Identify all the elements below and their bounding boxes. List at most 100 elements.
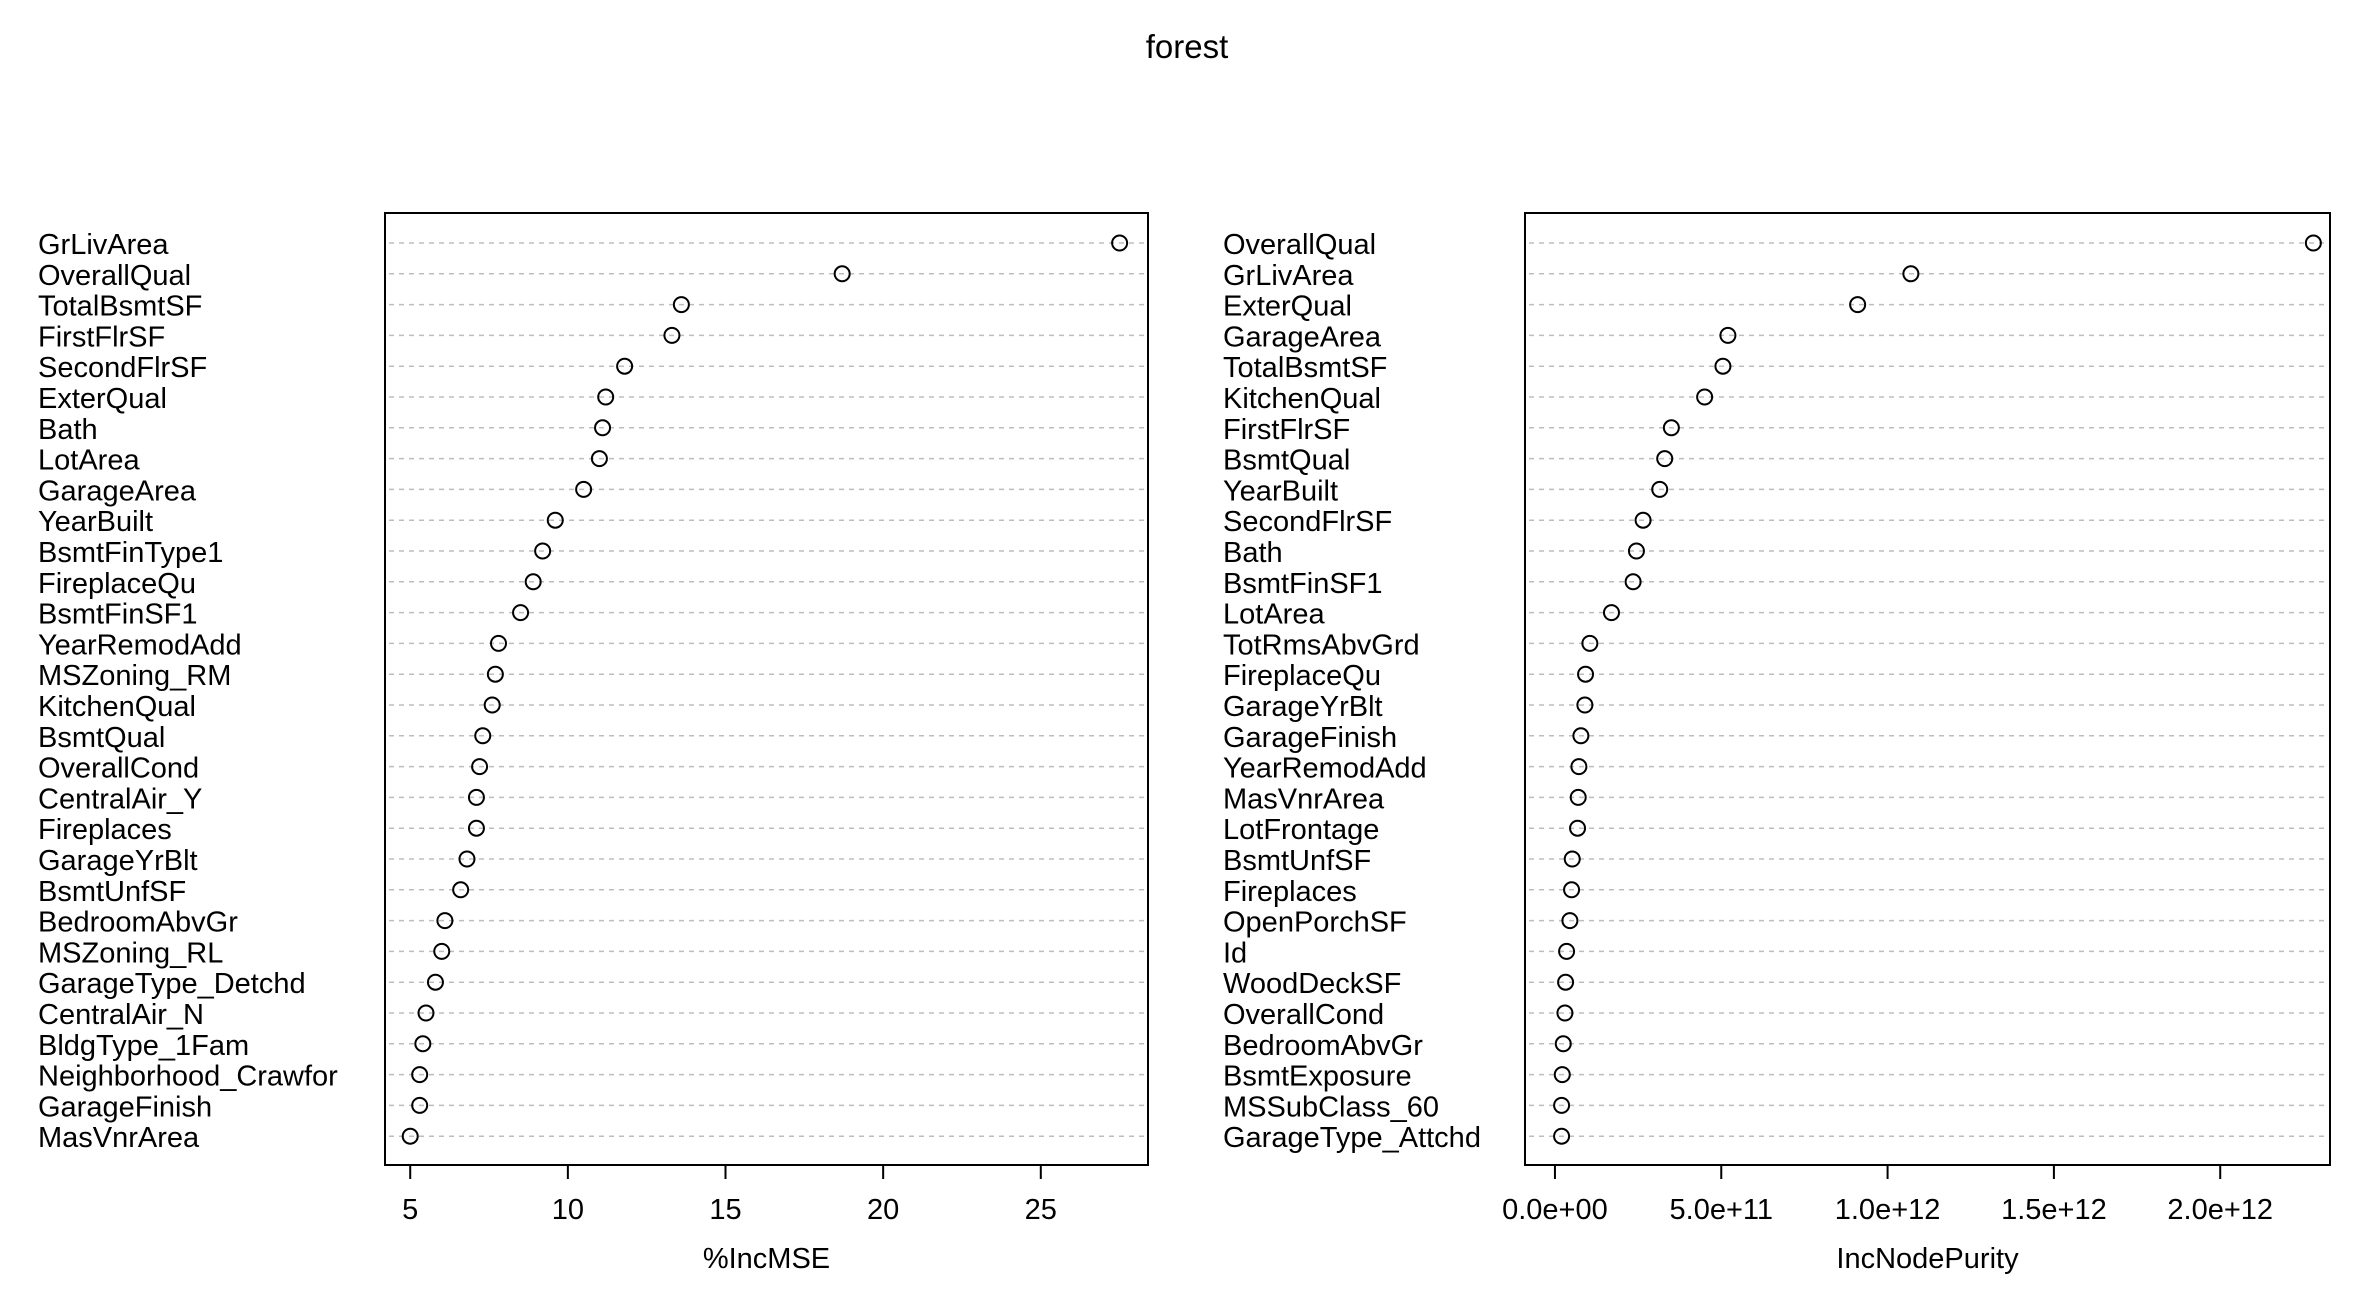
data-point — [1561, 912, 1579, 930]
variable-label: GarageType_Attchd — [1223, 1122, 1481, 1154]
variable-label: BsmtQual — [38, 722, 165, 754]
data-point — [1696, 388, 1714, 406]
x-tick-label: 0.0e+00 — [1502, 1194, 1608, 1226]
data-point — [534, 542, 552, 560]
x-tick-label: 5.0e+11 — [1670, 1194, 1773, 1226]
variable-label: Fireplaces — [1223, 876, 1357, 908]
data-point — [1572, 727, 1590, 745]
variable-label: WoodDeckSF — [1223, 968, 1401, 1000]
data-point — [1651, 480, 1669, 498]
data-point — [590, 450, 608, 468]
data-point — [1581, 634, 1599, 652]
variable-label: GarageYrBlt — [38, 845, 198, 877]
data-point — [1556, 1004, 1574, 1022]
data-point — [471, 758, 489, 776]
data-point — [512, 604, 530, 622]
data-point — [1553, 1066, 1571, 1084]
incmse-panel: GrLivAreaOverallQualTotalBsmtSFFirstFlrS… — [38, 212, 1149, 1275]
variable-label: OverallQual — [1223, 229, 1376, 261]
variable-label: ExterQual — [1223, 291, 1352, 323]
variable-label: GarageYrBlt — [1223, 691, 1383, 723]
data-point — [411, 1066, 429, 1084]
data-point — [417, 1004, 435, 1022]
data-point — [575, 480, 593, 498]
data-point — [426, 973, 444, 991]
variable-label: Fireplaces — [38, 814, 172, 846]
data-point — [467, 819, 485, 837]
data-point — [1553, 1096, 1571, 1114]
data-point — [1624, 573, 1642, 591]
x-tick-label: 1.0e+12 — [1835, 1194, 1941, 1226]
variable-label: BedroomAbvGr — [38, 907, 238, 939]
variable-label: BsmtUnfSF — [38, 876, 186, 908]
variable-label: OverallCond — [38, 753, 199, 785]
data-point — [1558, 942, 1576, 960]
x-tick-label: 2.0e+12 — [2167, 1194, 2273, 1226]
data-point — [1627, 542, 1645, 560]
data-point — [452, 881, 470, 899]
variable-label: KitchenQual — [1223, 383, 1381, 415]
variable-label: YearRemodAdd — [38, 629, 242, 661]
x-tick-label: 25 — [1025, 1194, 1057, 1226]
data-point — [1656, 450, 1674, 468]
data-point — [490, 634, 508, 652]
data-point — [1563, 850, 1581, 868]
variable-label: BedroomAbvGr — [1223, 1030, 1423, 1062]
data-point — [1554, 1035, 1572, 1053]
variable-label: MasVnrArea — [38, 1122, 200, 1154]
variable-label: YearBuilt — [38, 506, 153, 538]
variable-label: FirstFlrSF — [1223, 414, 1350, 446]
variable-label: GarageArea — [38, 475, 197, 507]
x-tick-label: 10 — [552, 1194, 584, 1226]
variable-label: FirstFlrSF — [38, 321, 165, 353]
variable-label: LotFrontage — [1223, 814, 1379, 846]
data-point — [1849, 296, 1867, 314]
variable-label: GrLivArea — [38, 229, 169, 261]
data-point — [2304, 234, 2322, 252]
variable-label: FireplaceQu — [1223, 660, 1381, 692]
data-point — [1569, 788, 1587, 806]
data-point — [1557, 973, 1575, 991]
variable-label: MasVnrArea — [1223, 783, 1385, 815]
variable-label: Bath — [38, 414, 98, 446]
data-point — [546, 511, 564, 529]
variable-label: OverallQual — [38, 260, 191, 292]
data-point — [1714, 357, 1732, 375]
data-point — [467, 788, 485, 806]
variable-label: BsmtFinSF1 — [38, 599, 198, 631]
variable-label: CentralAir_Y — [38, 783, 202, 815]
data-point — [1569, 819, 1587, 837]
variable-label: OverallCond — [1223, 999, 1384, 1031]
variable-label: GarageArea — [1223, 321, 1382, 353]
x-axis-title: IncNodePurity — [1836, 1243, 2019, 1275]
data-point — [663, 326, 681, 344]
variable-label: BsmtFinType1 — [38, 537, 223, 569]
variable-label: Neighborhood_Crawfor — [38, 1061, 338, 1093]
variable-label: GarageFinish — [1223, 722, 1397, 754]
data-point — [1111, 234, 1129, 252]
plot-frame — [1524, 212, 2331, 1166]
data-point — [597, 388, 615, 406]
variable-label: MSZoning_RL — [38, 937, 223, 969]
variable-label: MSSubClass_60 — [1223, 1091, 1439, 1123]
variable-label: BsmtUnfSF — [1223, 845, 1371, 877]
variable-label: GarageFinish — [38, 1091, 212, 1123]
variable-label: BsmtExposure — [1223, 1061, 1412, 1093]
data-point — [474, 727, 492, 745]
data-point — [833, 265, 851, 283]
variable-label: BsmtQual — [1223, 445, 1350, 477]
x-tick-label: 15 — [709, 1194, 741, 1226]
data-point — [1719, 326, 1737, 344]
data-point — [1577, 665, 1595, 683]
data-point — [1553, 1127, 1571, 1145]
variable-label: GrLivArea — [1223, 260, 1354, 292]
variable-label: TotRmsAbvGrd — [1223, 629, 1420, 661]
variable-label: LotArea — [38, 445, 140, 477]
data-point — [411, 1096, 429, 1114]
data-point — [486, 665, 504, 683]
data-point — [1602, 604, 1620, 622]
variable-label: GarageType_Detchd — [38, 968, 306, 1000]
variable-label: TotalBsmtSF — [38, 291, 202, 323]
